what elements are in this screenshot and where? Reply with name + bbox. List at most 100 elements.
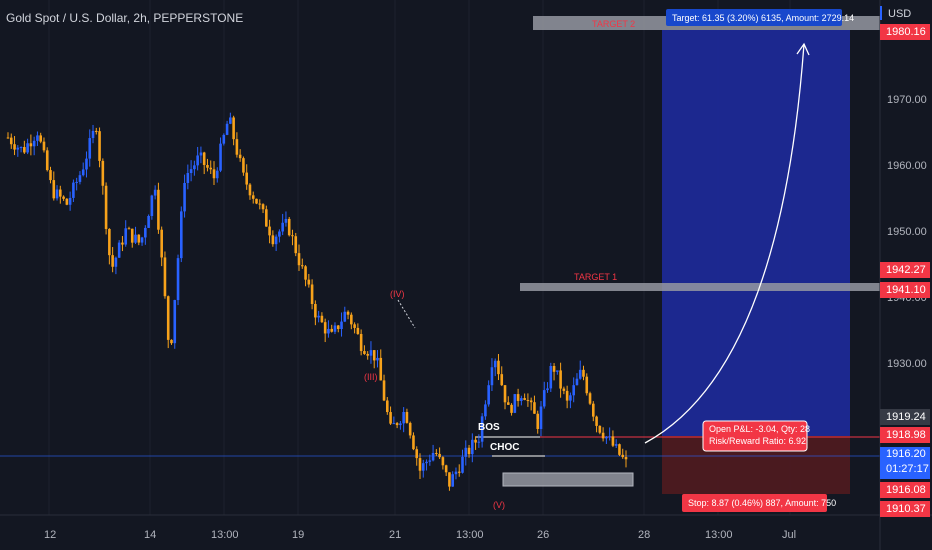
candle-body (526, 399, 530, 401)
candle-body (556, 370, 559, 372)
target1-label: TARGET 1 (574, 272, 617, 282)
candle-body (134, 234, 137, 243)
candle-body (189, 169, 193, 174)
candle-body (314, 304, 317, 318)
target1-zone[interactable] (520, 283, 880, 291)
candle-body (539, 406, 543, 429)
candle-body (59, 189, 62, 197)
projection-arrowhead (796, 42, 810, 56)
candle-body (605, 436, 608, 439)
candle-body (542, 390, 546, 407)
candle-body (108, 228, 111, 256)
price-label-stop: 1910.37 (880, 501, 930, 517)
candle-body (359, 333, 363, 352)
candle-body (229, 117, 232, 124)
candle-body (166, 296, 170, 340)
target-info-box[interactable] (666, 9, 842, 26)
candle-body (493, 360, 497, 368)
candle-body (562, 388, 566, 391)
candle-body (350, 314, 353, 325)
candle-body (412, 435, 415, 450)
open-pl-box[interactable] (702, 420, 808, 452)
candle-body (549, 365, 553, 389)
candle-body (196, 155, 199, 166)
candle-body (9, 137, 13, 145)
candle-body (215, 170, 219, 179)
candle-body (88, 138, 92, 159)
candle-body (428, 460, 432, 462)
candle-body (19, 147, 23, 149)
candle-body (274, 236, 278, 245)
target-zone[interactable] (662, 30, 850, 436)
candle-body (199, 152, 203, 156)
candle-body (366, 353, 369, 356)
candle-body (173, 300, 177, 344)
candle-body (186, 173, 190, 183)
candle-body (399, 423, 402, 426)
candle-body (238, 154, 242, 159)
candle-body (323, 322, 327, 334)
candle-body (222, 134, 226, 144)
wave-iv-label: (IV) (390, 289, 405, 299)
candle-body (45, 150, 49, 171)
candle-body (127, 228, 131, 230)
candle-body (582, 369, 585, 377)
candle-body (592, 403, 595, 417)
x-tick-label: 13:00 (705, 529, 733, 541)
candle-body (395, 423, 399, 426)
candle-body (206, 164, 209, 168)
chart-title: Gold Spot / U.S. Dollar, 2h, PEPPERSTONE (6, 11, 244, 25)
candle-body (330, 328, 334, 332)
candle-body (402, 411, 405, 424)
candle-body (140, 237, 144, 243)
candle-body (461, 456, 464, 473)
candle-body (340, 321, 343, 330)
rr-text: Risk/Reward Ratio: 6.92 (709, 436, 806, 446)
candle-body (353, 324, 356, 328)
candle-body (464, 447, 468, 457)
axis-currency: USD (888, 8, 912, 20)
price-label-target1-bottom: 1941.10 (880, 282, 930, 298)
candle-body (147, 215, 150, 228)
candle-body (242, 158, 245, 173)
y-axis[interactable]: 1970.00 1960.00 1950.00 1940.00 1930.00 (887, 94, 927, 370)
candle-body (101, 160, 105, 186)
candle-body (503, 385, 507, 403)
candle-body (52, 180, 56, 199)
candle-body (516, 394, 520, 401)
candle-body (72, 182, 75, 198)
candle-body (157, 189, 160, 230)
candle-body (497, 360, 500, 375)
y-tick-label: 1930.00 (887, 358, 927, 370)
candle-body (477, 441, 481, 443)
candle-body (421, 463, 425, 471)
candle-body (85, 158, 88, 170)
demand-zone[interactable] (502, 472, 634, 487)
candle-body (153, 189, 157, 196)
candle-body (6, 137, 10, 139)
candle-body (62, 196, 65, 199)
candle-body (372, 350, 376, 361)
candle-body (523, 398, 526, 400)
candle-body (307, 279, 311, 285)
candle-body (471, 439, 474, 455)
candle-body (578, 369, 582, 379)
candle-body (624, 457, 628, 460)
x-axis[interactable]: 12 14 13:00 19 21 13:00 26 28 13:00 Jul (44, 529, 796, 541)
candle-body (245, 172, 248, 185)
stop-info-text: Stop: 8.87 (0.46%) 887, Amount: 750 (688, 498, 836, 508)
candle-body (382, 380, 386, 401)
candle-body (346, 311, 350, 315)
candle-body (114, 257, 118, 267)
candle-body (431, 452, 435, 461)
wave-iii-label: (III) (364, 372, 378, 382)
candle-body (68, 197, 72, 205)
candle-body (513, 394, 517, 413)
candle-body (601, 432, 605, 439)
x-tick-label: 26 (537, 529, 549, 541)
stop-info-box[interactable] (682, 494, 827, 512)
x-tick-label: 13:00 (456, 529, 484, 541)
candle-body (271, 235, 275, 245)
candle-body (65, 198, 69, 205)
